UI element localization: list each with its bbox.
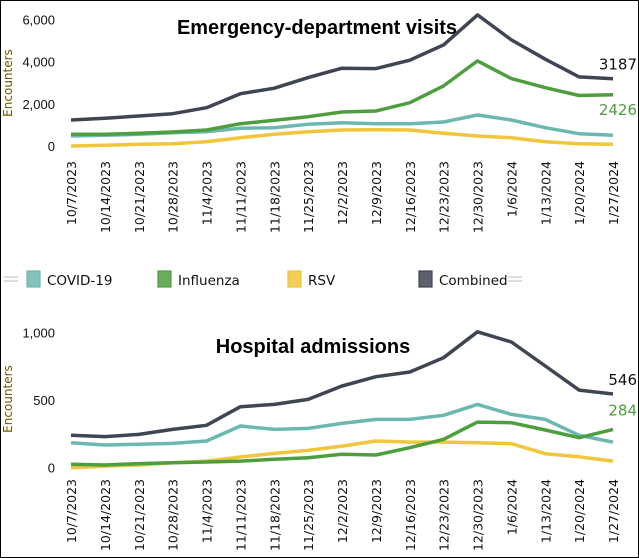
x-tick-label: 11/4/2023 — [200, 479, 215, 543]
x-tick-label: 1/13/2024 — [538, 479, 553, 543]
legend-swatch — [287, 270, 302, 288]
x-tick-label: 11/25/2023 — [301, 161, 316, 233]
x-tick-label: 10/28/2023 — [166, 161, 181, 233]
end-value-label: 2426 — [599, 101, 637, 119]
y-axis-label: Encounters — [1, 49, 15, 117]
y-tick-label: 1,000 — [22, 326, 55, 341]
x-tick-label: 1/6/2024 — [504, 479, 519, 535]
x-tick-label: 10/14/2023 — [98, 479, 113, 551]
chart-hospital-admissions: 0 500 1,000 Encounters Hospital admissions 10… — [1, 326, 637, 551]
x-tick-label: 1/6/2024 — [504, 161, 519, 217]
series-line-influenza — [71, 59, 614, 137]
x-tick-label: 1/27/2024 — [606, 161, 621, 225]
y-tick-label: 4,000 — [22, 55, 55, 70]
end-value-label: 546 — [608, 371, 637, 389]
y-tick-label: 500 — [33, 393, 55, 408]
x-tick-label: 10/28/2023 — [166, 479, 181, 551]
x-tick-label: 10/21/2023 — [132, 161, 147, 233]
legend-label: Influenza — [178, 273, 240, 289]
chart-title: Hospital admissions — [216, 336, 411, 358]
end-value-label: 3187 — [599, 56, 637, 74]
legend-swatch — [26, 270, 41, 288]
y-tick-label: 2,000 — [22, 97, 55, 112]
x-tick-label: 1/13/2024 — [538, 161, 553, 225]
x-tick-label: 11/4/2023 — [200, 161, 215, 225]
x-tick-label: 11/25/2023 — [301, 479, 316, 551]
chart-ed-visits: 0 2,000 4,000 6,000 Encounters Emergency-depa… — [1, 12, 637, 233]
x-tick-label: 11/11/2023 — [233, 479, 248, 551]
y-tick-label: 0 — [48, 461, 55, 476]
x-tick-label: 12/23/2023 — [437, 161, 452, 233]
legend-swatch — [157, 270, 172, 288]
x-tick-label: 12/2/2023 — [335, 161, 350, 225]
x-tick-label: 12/23/2023 — [437, 479, 452, 551]
chart-title: Emergency-department visits — [177, 17, 457, 39]
x-tick-label: 12/16/2023 — [403, 161, 418, 233]
legend-label: Combined — [439, 273, 508, 289]
x-tick-label: 1/20/2024 — [572, 161, 587, 225]
x-tick-label: 12/9/2023 — [369, 479, 384, 543]
series-line-covid-19 — [70, 402, 614, 447]
legend: COVID-19 Influenza RSV Combined — [4, 270, 522, 289]
x-tick-label: 12/30/2023 — [471, 161, 486, 233]
end-value-label: 284 — [608, 401, 637, 419]
y-tick-label: 0 — [48, 139, 55, 154]
x-tick-label: 11/11/2023 — [233, 161, 248, 233]
legend-item: COVID-19 — [26, 270, 112, 289]
y-axis-label: Encounters — [1, 365, 15, 433]
x-tick-label: 12/9/2023 — [369, 161, 384, 225]
x-tick-label: 12/2/2023 — [335, 479, 350, 543]
legend-label: COVID-19 — [47, 273, 112, 289]
legend-swatch — [418, 270, 433, 288]
x-tick-label: 12/30/2023 — [471, 479, 486, 551]
legend-item: Influenza — [157, 270, 240, 289]
legend-label: RSV — [308, 273, 336, 289]
series-line-combined — [70, 330, 614, 439]
legend-item: RSV — [287, 270, 336, 289]
x-tick-label: 11/18/2023 — [267, 161, 282, 233]
x-tick-label: 1/20/2024 — [572, 479, 587, 543]
x-tick-label: 10/7/2023 — [64, 479, 79, 543]
series-line-combined — [70, 13, 614, 122]
x-tick-label: 12/16/2023 — [403, 479, 418, 551]
x-tick-label: 10/14/2023 — [98, 161, 113, 233]
series-line-influenza — [70, 420, 614, 467]
x-tick-label: 11/18/2023 — [267, 479, 282, 551]
legend-item: Combined — [418, 270, 508, 289]
x-tick-label: 10/7/2023 — [64, 161, 79, 225]
x-tick-label: 1/27/2024 — [606, 479, 621, 543]
y-tick-label: 6,000 — [22, 12, 55, 27]
x-tick-label: 10/21/2023 — [132, 479, 147, 551]
